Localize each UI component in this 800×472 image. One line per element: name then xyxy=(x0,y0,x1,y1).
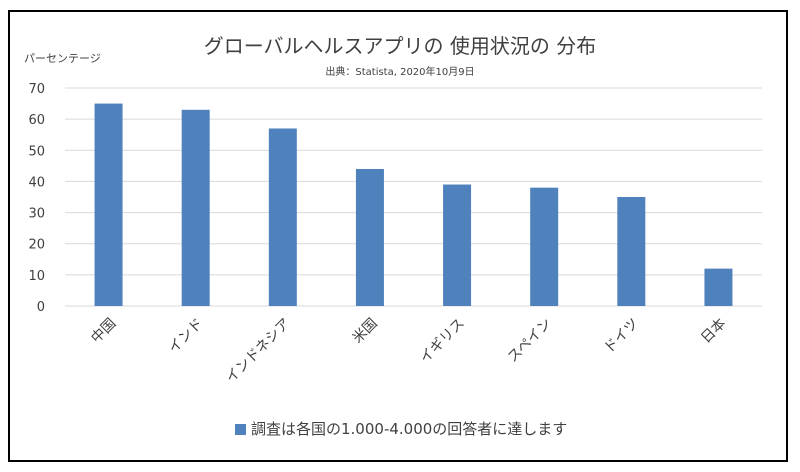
x-tick-label: インドネシア xyxy=(223,316,294,387)
x-tick-label: スペイン xyxy=(505,316,555,366)
bar-2 xyxy=(268,128,297,306)
y-tick-label: 30 xyxy=(28,207,45,222)
chart-frame xyxy=(8,10,788,462)
y-tick-label: 10 xyxy=(28,269,45,284)
x-tick-label: インド xyxy=(166,316,207,357)
y-tick-label: 50 xyxy=(28,144,45,159)
y-tick-labels: 0 10 20 30 40 50 60 70 xyxy=(28,82,45,315)
gridlines xyxy=(65,87,762,307)
y-tick-label: 40 xyxy=(28,175,45,190)
y-tick-label: 20 xyxy=(28,238,45,253)
x-tick-labels: 中国 インド インドネシア 米国 イギリス スペイン ドイツ 日本 xyxy=(88,316,729,387)
x-tick-label: 日本 xyxy=(698,316,729,347)
bar-5 xyxy=(530,187,559,306)
bar-1 xyxy=(181,109,210,306)
x-tick-label: 米国 xyxy=(350,316,381,347)
bar-3 xyxy=(355,168,384,306)
bar-6 xyxy=(617,197,646,306)
x-tick-label: 中国 xyxy=(88,316,119,347)
y-axis-label: パーセンテージ xyxy=(24,52,101,65)
y-tick-label: 0 xyxy=(37,300,45,315)
legend-swatch xyxy=(235,424,246,435)
bars xyxy=(94,103,733,306)
y-tick-label: 60 xyxy=(28,113,45,128)
legend-label: 調査は各国の1.000-4.000の回答者に達します xyxy=(251,420,567,438)
bar-7 xyxy=(704,268,733,306)
chart-subtitle: 出典：Statista, 2020年10月9日 xyxy=(325,65,474,78)
bar-4 xyxy=(443,184,472,306)
bar-0 xyxy=(94,103,123,306)
x-tick-label: ドイツ xyxy=(601,316,642,357)
y-tick-label: 70 xyxy=(28,82,45,97)
chart-title: グローバルヘルスアプリの 使用状況の 分布 xyxy=(204,34,597,58)
legend: 調査は各国の1.000-4.000の回答者に達します xyxy=(235,420,567,438)
x-tick-label: イギリス xyxy=(417,316,468,367)
